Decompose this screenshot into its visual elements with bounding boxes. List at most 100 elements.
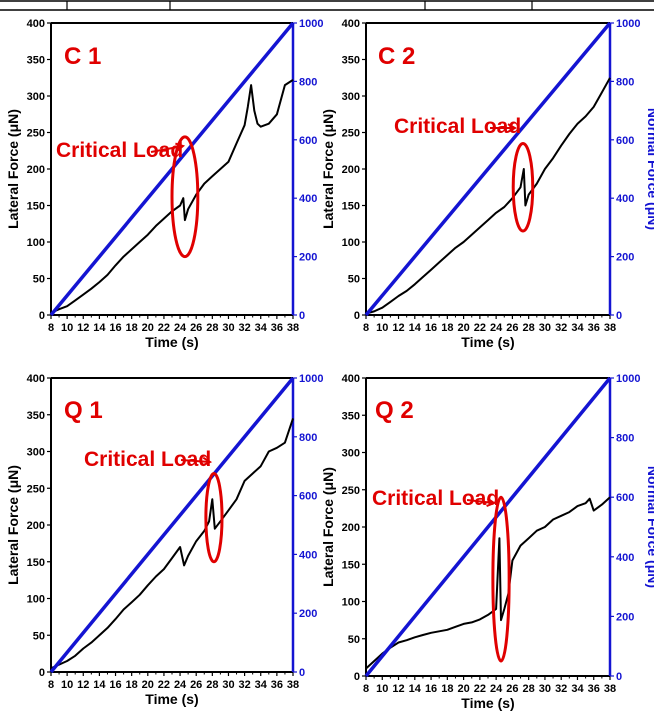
y-tick-label: 150 <box>342 201 360 213</box>
x-tick-label: 20 <box>142 322 154 334</box>
y2-tick-label: 200 <box>616 252 634 264</box>
x-tick-label: 22 <box>158 679 170 691</box>
y-tick-label: 150 <box>27 201 45 213</box>
lateral-force-line <box>365 77 611 315</box>
x-tick-label: 20 <box>142 679 154 691</box>
y-tick-label: 400 <box>27 373 45 385</box>
lateral-force-line <box>50 418 294 670</box>
y-tick-label: 250 <box>27 128 45 140</box>
critical-load-arrowhead <box>202 456 213 467</box>
y-tick-label: 50 <box>348 274 360 286</box>
x-tick-label: 18 <box>126 322 138 334</box>
x-tick-label: 26 <box>506 322 518 334</box>
y2-tick-label: 200 <box>616 611 634 623</box>
y-tick-label: 400 <box>27 18 45 30</box>
x-tick-label: 32 <box>238 322 250 334</box>
x-tick-label: 30 <box>539 683 551 695</box>
y2-tick-label: 800 <box>299 432 317 444</box>
chart-panel-1: 8 10 12 14 16 18 20 22 24 26 28 30 32 34 36 38050100150… <box>5 18 323 350</box>
panel-label: C 1 <box>64 43 101 70</box>
normal-force-line <box>49 376 295 674</box>
critical-load-arrowhead <box>175 142 186 152</box>
y-axis-title: Lateral Force (μN) <box>320 467 336 587</box>
x-tick-label: 20 <box>457 683 469 695</box>
x-tick-label: 26 <box>190 322 202 334</box>
x-tick-label: 12 <box>392 322 404 334</box>
critical-load-label: Critical Load <box>372 487 499 510</box>
x-tick-label: 16 <box>425 322 437 334</box>
x-tick-label: 24 <box>174 322 187 334</box>
x-tick-label: 10 <box>376 683 388 695</box>
x-axis-title: Time (s) <box>145 334 198 350</box>
y-tick-label: 100 <box>27 237 45 249</box>
x-tick-label: 28 <box>523 322 535 334</box>
y-tick-label: 300 <box>342 448 360 460</box>
y-tick-label: 300 <box>27 447 45 459</box>
x-tick-label: 10 <box>376 322 388 334</box>
x-tick-label: 22 <box>474 683 486 695</box>
panel-label: C 2 <box>378 43 415 70</box>
y2-tick-label: 800 <box>299 76 317 88</box>
y-tick-label: 250 <box>342 485 360 497</box>
y2-tick-label: 400 <box>616 552 634 564</box>
y2-tick-label: 400 <box>299 549 317 561</box>
y-tick-label: 100 <box>342 597 360 609</box>
y2-tick-label: 400 <box>299 193 317 205</box>
panels-container: 8 10 12 14 16 18 20 22 24 26 28 30 32 34 36 38050100150… <box>5 18 654 711</box>
x-axis-title: Time (s) <box>145 691 198 707</box>
x-tick-label: 30 <box>222 679 234 691</box>
y-tick-label: 0 <box>39 310 45 322</box>
y2-tick-label: 1000 <box>616 18 640 30</box>
top-table-border-strip <box>0 0 654 11</box>
y-tick-label: 50 <box>33 630 45 642</box>
x-tick-label: 22 <box>474 322 486 334</box>
x-tick-label: 12 <box>77 679 89 691</box>
y2-tick-label: 800 <box>616 76 634 88</box>
y2-tick-label: 200 <box>299 608 317 620</box>
y2-tick-label: 400 <box>616 193 634 205</box>
x-tick-label: 36 <box>588 322 600 334</box>
normal-force-line <box>364 376 612 678</box>
y-tick-label: 150 <box>342 559 360 571</box>
y-tick-label: 300 <box>27 91 45 103</box>
critical-load-ellipse <box>511 141 535 233</box>
x-tick-label: 18 <box>441 322 453 334</box>
x-tick-label: 14 <box>93 322 106 334</box>
x-tick-label: 14 <box>409 683 422 695</box>
lateral-force-line <box>365 496 611 670</box>
y2-tick-label: 600 <box>616 492 634 504</box>
critical-load-label: Critical Load <box>394 115 521 138</box>
x-tick-label: 26 <box>190 679 202 691</box>
x-tick-label: 38 <box>287 322 299 334</box>
x-tick-label: 8 <box>48 322 54 334</box>
y-tick-label: 200 <box>342 522 360 534</box>
x-tick-label: 38 <box>604 322 616 334</box>
x-tick-label: 28 <box>523 683 535 695</box>
y-tick-label: 50 <box>348 634 360 646</box>
y2-tick-label: 0 <box>616 310 622 322</box>
y-tick-label: 50 <box>33 274 45 286</box>
y2-axis-title: Normal Force (μN) <box>645 466 654 588</box>
normal-force-line <box>364 21 612 317</box>
y-tick-label: 0 <box>354 310 360 322</box>
panel-label: Q 2 <box>375 397 414 424</box>
x-tick-label: 32 <box>555 322 567 334</box>
critical-load-ellipse <box>170 135 200 259</box>
y-tick-label: 200 <box>27 164 45 176</box>
y-axis-title: Lateral Force (μN) <box>5 109 21 229</box>
critical-load-arrowhead <box>507 123 518 133</box>
x-tick-label: 36 <box>588 683 600 695</box>
y2-tick-label: 200 <box>299 252 317 264</box>
critical-load-ellipse <box>491 495 511 663</box>
y2-tick-label: 0 <box>299 667 305 679</box>
critical-load-label: Critical Load <box>56 139 183 162</box>
x-tick-label: 8 <box>363 683 369 695</box>
x-tick-label: 28 <box>206 322 218 334</box>
x-tick-label: 12 <box>77 322 89 334</box>
x-tick-label: 18 <box>126 679 138 691</box>
y-axis-title: Lateral Force (μN) <box>320 109 336 229</box>
x-tick-label: 8 <box>48 679 54 691</box>
y2-tick-label: 0 <box>616 671 622 683</box>
y-tick-label: 350 <box>342 410 360 422</box>
x-tick-label: 32 <box>555 683 567 695</box>
